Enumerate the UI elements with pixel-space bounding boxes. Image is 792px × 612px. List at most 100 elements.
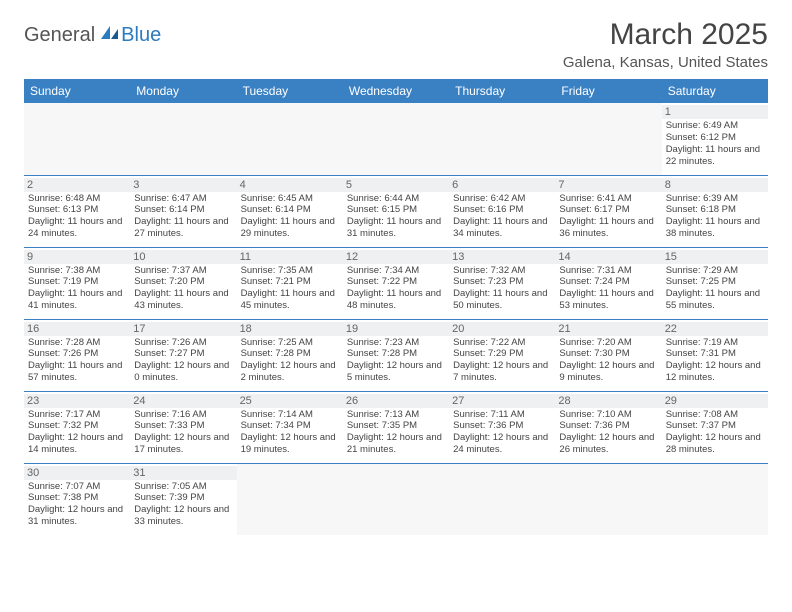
day-details: Sunrise: 7:28 AMSunset: 7:26 PMDaylight:… — [28, 337, 126, 385]
calendar-cell: 8Sunrise: 6:39 AMSunset: 6:18 PMDaylight… — [662, 175, 768, 247]
page-title: March 2025 — [563, 18, 768, 52]
calendar-cell — [449, 463, 555, 535]
title-block: March 2025 Galena, Kansas, United States — [563, 18, 768, 71]
calendar-cell: 2Sunrise: 6:48 AMSunset: 6:13 PMDaylight… — [24, 175, 130, 247]
day-details: Sunrise: 7:32 AMSunset: 7:23 PMDaylight:… — [453, 265, 551, 313]
day-details: Sunrise: 7:11 AMSunset: 7:36 PMDaylight:… — [453, 409, 551, 457]
day-details: Sunrise: 6:49 AMSunset: 6:12 PMDaylight:… — [666, 120, 764, 168]
day-number: 25 — [237, 394, 343, 408]
calendar-cell — [555, 463, 661, 535]
day-number: 12 — [343, 250, 449, 264]
day-number: 20 — [449, 322, 555, 336]
day-number: 3 — [130, 178, 236, 192]
day-details: Sunrise: 6:44 AMSunset: 6:15 PMDaylight:… — [347, 193, 445, 241]
calendar-cell: 4Sunrise: 6:45 AMSunset: 6:14 PMDaylight… — [237, 175, 343, 247]
day-number: 14 — [555, 250, 661, 264]
logo-text-blue: Blue — [121, 24, 161, 47]
day-number: 10 — [130, 250, 236, 264]
day-details: Sunrise: 7:08 AMSunset: 7:37 PMDaylight:… — [666, 409, 764, 457]
calendar-cell: 17Sunrise: 7:26 AMSunset: 7:27 PMDayligh… — [130, 319, 236, 391]
calendar-week-row: 16Sunrise: 7:28 AMSunset: 7:26 PMDayligh… — [24, 319, 768, 391]
day-header: Friday — [555, 79, 661, 103]
day-details: Sunrise: 7:20 AMSunset: 7:30 PMDaylight:… — [559, 337, 657, 385]
logo: General Blue — [24, 24, 161, 47]
day-details: Sunrise: 6:42 AMSunset: 6:16 PMDaylight:… — [453, 193, 551, 241]
calendar-cell: 19Sunrise: 7:23 AMSunset: 7:28 PMDayligh… — [343, 319, 449, 391]
calendar-body: 1Sunrise: 6:49 AMSunset: 6:12 PMDaylight… — [24, 103, 768, 535]
calendar-table: SundayMondayTuesdayWednesdayThursdayFrid… — [24, 79, 768, 535]
day-number: 22 — [662, 322, 768, 336]
day-details: Sunrise: 6:45 AMSunset: 6:14 PMDaylight:… — [241, 193, 339, 241]
logo-text-general: General — [24, 24, 95, 47]
day-details: Sunrise: 7:10 AMSunset: 7:36 PMDaylight:… — [559, 409, 657, 457]
day-header: Sunday — [24, 79, 130, 103]
day-header: Saturday — [662, 79, 768, 103]
day-details: Sunrise: 7:13 AMSunset: 7:35 PMDaylight:… — [347, 409, 445, 457]
day-number: 13 — [449, 250, 555, 264]
calendar-week-row: 30Sunrise: 7:07 AMSunset: 7:38 PMDayligh… — [24, 463, 768, 535]
calendar-cell — [662, 463, 768, 535]
day-details: Sunrise: 7:35 AMSunset: 7:21 PMDaylight:… — [241, 265, 339, 313]
calendar-cell: 7Sunrise: 6:41 AMSunset: 6:17 PMDaylight… — [555, 175, 661, 247]
calendar-week-row: 23Sunrise: 7:17 AMSunset: 7:32 PMDayligh… — [24, 391, 768, 463]
day-details: Sunrise: 7:25 AMSunset: 7:28 PMDaylight:… — [241, 337, 339, 385]
calendar-cell: 16Sunrise: 7:28 AMSunset: 7:26 PMDayligh… — [24, 319, 130, 391]
day-details: Sunrise: 6:39 AMSunset: 6:18 PMDaylight:… — [666, 193, 764, 241]
day-number: 19 — [343, 322, 449, 336]
day-details: Sunrise: 7:07 AMSunset: 7:38 PMDaylight:… — [28, 481, 126, 529]
calendar-cell: 25Sunrise: 7:14 AMSunset: 7:34 PMDayligh… — [237, 391, 343, 463]
calendar-cell — [343, 463, 449, 535]
calendar-cell: 30Sunrise: 7:07 AMSunset: 7:38 PMDayligh… — [24, 463, 130, 535]
day-number: 7 — [555, 178, 661, 192]
calendar-cell: 6Sunrise: 6:42 AMSunset: 6:16 PMDaylight… — [449, 175, 555, 247]
calendar-cell: 1Sunrise: 6:49 AMSunset: 6:12 PMDaylight… — [662, 103, 768, 175]
day-details: Sunrise: 6:48 AMSunset: 6:13 PMDaylight:… — [28, 193, 126, 241]
day-header: Tuesday — [237, 79, 343, 103]
day-details: Sunrise: 7:16 AMSunset: 7:33 PMDaylight:… — [134, 409, 232, 457]
calendar-week-row: 1Sunrise: 6:49 AMSunset: 6:12 PMDaylight… — [24, 103, 768, 175]
day-number: 23 — [24, 394, 130, 408]
calendar-cell — [237, 463, 343, 535]
calendar-cell: 29Sunrise: 7:08 AMSunset: 7:37 PMDayligh… — [662, 391, 768, 463]
calendar-cell: 10Sunrise: 7:37 AMSunset: 7:20 PMDayligh… — [130, 247, 236, 319]
calendar-cell: 26Sunrise: 7:13 AMSunset: 7:35 PMDayligh… — [343, 391, 449, 463]
day-details: Sunrise: 7:29 AMSunset: 7:25 PMDaylight:… — [666, 265, 764, 313]
day-details: Sunrise: 7:05 AMSunset: 7:39 PMDaylight:… — [134, 481, 232, 529]
day-details: Sunrise: 7:19 AMSunset: 7:31 PMDaylight:… — [666, 337, 764, 385]
calendar-cell: 5Sunrise: 6:44 AMSunset: 6:15 PMDaylight… — [343, 175, 449, 247]
day-number: 18 — [237, 322, 343, 336]
calendar-cell: 15Sunrise: 7:29 AMSunset: 7:25 PMDayligh… — [662, 247, 768, 319]
day-number: 2 — [24, 178, 130, 192]
day-details: Sunrise: 6:41 AMSunset: 6:17 PMDaylight:… — [559, 193, 657, 241]
calendar-cell: 24Sunrise: 7:16 AMSunset: 7:33 PMDayligh… — [130, 391, 236, 463]
day-number: 15 — [662, 250, 768, 264]
calendar-cell: 23Sunrise: 7:17 AMSunset: 7:32 PMDayligh… — [24, 391, 130, 463]
day-details: Sunrise: 6:47 AMSunset: 6:14 PMDaylight:… — [134, 193, 232, 241]
day-details: Sunrise: 7:31 AMSunset: 7:24 PMDaylight:… — [559, 265, 657, 313]
calendar-cell: 27Sunrise: 7:11 AMSunset: 7:36 PMDayligh… — [449, 391, 555, 463]
calendar-header-row: SundayMondayTuesdayWednesdayThursdayFrid… — [24, 79, 768, 103]
calendar-cell — [130, 103, 236, 175]
header: General Blue March 2025 Galena, Kansas, … — [24, 18, 768, 71]
day-number: 4 — [237, 178, 343, 192]
calendar-cell: 9Sunrise: 7:38 AMSunset: 7:19 PMDaylight… — [24, 247, 130, 319]
calendar-cell — [343, 103, 449, 175]
location-subtitle: Galena, Kansas, United States — [563, 54, 768, 71]
calendar-cell — [237, 103, 343, 175]
calendar-cell: 14Sunrise: 7:31 AMSunset: 7:24 PMDayligh… — [555, 247, 661, 319]
day-number: 17 — [130, 322, 236, 336]
day-number: 24 — [130, 394, 236, 408]
calendar-cell: 28Sunrise: 7:10 AMSunset: 7:36 PMDayligh… — [555, 391, 661, 463]
day-number: 28 — [555, 394, 661, 408]
day-number: 30 — [24, 466, 130, 480]
day-number: 11 — [237, 250, 343, 264]
day-number: 8 — [662, 178, 768, 192]
day-details: Sunrise: 7:23 AMSunset: 7:28 PMDaylight:… — [347, 337, 445, 385]
day-number: 31 — [130, 466, 236, 480]
day-details: Sunrise: 7:26 AMSunset: 7:27 PMDaylight:… — [134, 337, 232, 385]
logo-sail-icon — [99, 24, 121, 47]
day-number: 29 — [662, 394, 768, 408]
calendar-cell: 18Sunrise: 7:25 AMSunset: 7:28 PMDayligh… — [237, 319, 343, 391]
calendar-cell: 20Sunrise: 7:22 AMSunset: 7:29 PMDayligh… — [449, 319, 555, 391]
day-number: 21 — [555, 322, 661, 336]
